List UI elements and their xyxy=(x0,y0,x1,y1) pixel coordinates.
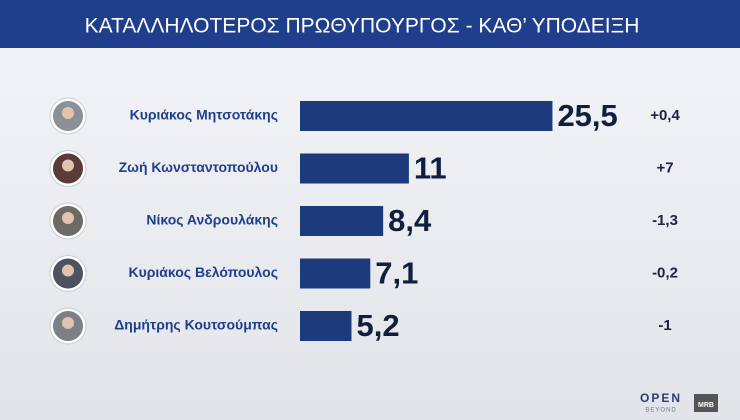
value-label: 25,5 xyxy=(557,98,617,133)
category-label: Κυριάκος Μητσοτάκης xyxy=(130,107,278,123)
category-label: Δημήτρης Κουτσούμπας xyxy=(114,317,278,333)
avatar-face xyxy=(62,317,74,329)
change-label: -0,2 xyxy=(652,264,678,281)
logo-sub: BEYOND xyxy=(645,408,676,414)
chart-title: ΚΑΤΑΛΛΗΛΟΤΕΡΟΣ ΠΡΩΘΥΠΟΥΡΓΟΣ - ΚΑΘ’ ΥΠΟΔΕ… xyxy=(85,15,640,38)
category-label: Νίκος Ανδρουλάκης xyxy=(146,212,278,228)
category-label: Κυριάκος Βελόπουλος xyxy=(129,264,279,280)
value-label: 11 xyxy=(414,151,447,186)
pollster: MRB xyxy=(698,402,714,409)
avatar-face xyxy=(62,107,74,119)
header-bar xyxy=(0,0,740,48)
change-label: -1,3 xyxy=(652,212,678,229)
bar xyxy=(300,101,553,131)
pollster-badge xyxy=(694,394,718,412)
avatar-face xyxy=(62,264,74,277)
category-label: Ζωή Κωνσταντοπούλου xyxy=(119,159,278,175)
value-label: 8,4 xyxy=(388,203,432,238)
bar xyxy=(300,206,384,236)
bar xyxy=(300,311,352,341)
change-label: +7 xyxy=(656,159,673,176)
avatar-face xyxy=(62,159,74,172)
change-label: -1 xyxy=(658,317,671,334)
value-label: 7,1 xyxy=(375,256,418,291)
bar xyxy=(300,153,409,184)
value-label: 5,2 xyxy=(356,308,399,343)
change-label: +0,4 xyxy=(650,107,680,124)
logo: OPEN xyxy=(640,391,682,405)
bar xyxy=(300,258,371,289)
avatar-face xyxy=(62,212,74,224)
